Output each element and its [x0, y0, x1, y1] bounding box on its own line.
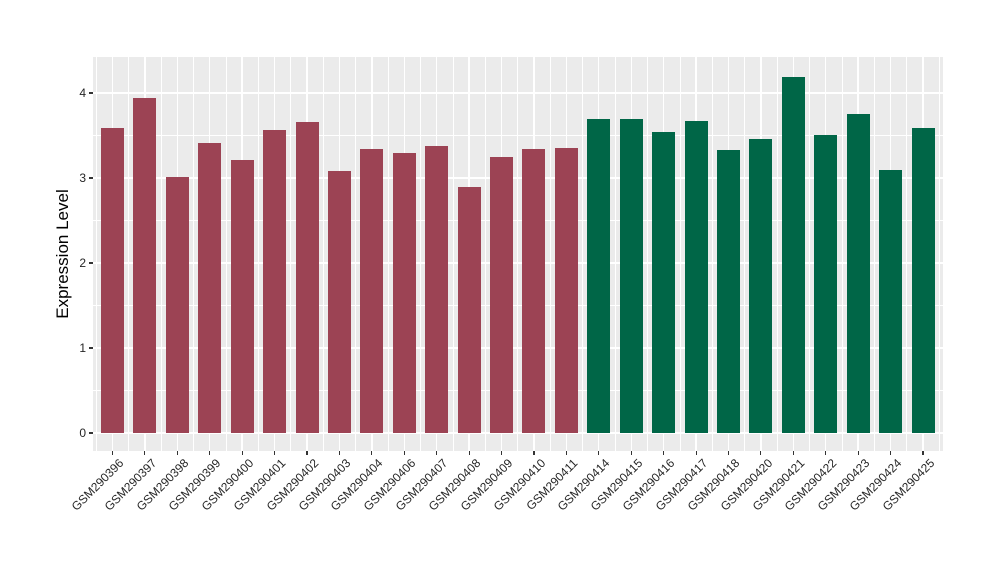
- bar-GSM290398: [165, 177, 189, 433]
- gridline-minor-v: [355, 57, 356, 451]
- bar-GSM290415: [619, 118, 643, 433]
- gridline-minor-v: [809, 57, 810, 451]
- gridline-minor-v: [582, 57, 583, 451]
- gridline-major-h: [93, 92, 943, 94]
- x-tick-mark: [533, 451, 535, 455]
- y-axis-title: Expression Level: [53, 189, 72, 319]
- gridline-minor-v: [322, 57, 324, 451]
- gridline-minor-v: [290, 57, 292, 451]
- bar-GSM290423: [846, 114, 870, 433]
- bar-GSM290417: [684, 121, 708, 433]
- y-tick-mark: [89, 177, 93, 179]
- gridline-minor-v: [906, 57, 908, 451]
- gridline-minor-v: [128, 57, 130, 451]
- y-tick-mark: [89, 262, 93, 264]
- y-tick-label: 4: [79, 86, 86, 100]
- x-tick-mark: [598, 451, 600, 455]
- gridline-minor-v: [193, 57, 194, 451]
- gridline-minor-v: [95, 57, 97, 451]
- bar-GSM290402: [295, 121, 319, 433]
- gridline-minor-v: [452, 57, 454, 451]
- bar-GSM290400: [230, 160, 254, 433]
- bar-GSM290425: [911, 127, 935, 433]
- x-tick-mark: [857, 451, 859, 455]
- y-tick-mark: [89, 432, 93, 434]
- gridline-minor-v: [160, 57, 162, 451]
- y-tick-label: 1: [79, 341, 86, 355]
- x-tick-mark: [403, 451, 405, 455]
- x-tick-mark: [695, 451, 697, 455]
- bar-GSM290396: [101, 127, 124, 433]
- gridline-minor-v: [517, 57, 519, 451]
- x-tick-mark: [176, 451, 178, 455]
- x-tick-mark: [306, 451, 308, 455]
- x-tick-mark: [274, 451, 276, 455]
- bar-GSM290411: [554, 148, 578, 433]
- gridline-minor-v: [258, 57, 259, 451]
- bar-GSM290397: [133, 98, 157, 433]
- bar-GSM290421: [781, 76, 805, 433]
- gridline-minor-v: [420, 57, 421, 451]
- bar-GSM290424: [879, 170, 903, 433]
- gridline-major-h: [93, 262, 943, 264]
- bar-GSM290422: [814, 134, 838, 433]
- bar-GSM290408: [457, 187, 481, 433]
- plot-panel: [93, 57, 943, 451]
- gridline-minor-v: [647, 57, 648, 451]
- x-tick-mark: [825, 451, 827, 455]
- x-tick-mark: [111, 451, 114, 455]
- bar-GSM290420: [749, 138, 773, 433]
- gridline-minor-v: [711, 57, 713, 451]
- x-tick-mark: [922, 451, 924, 455]
- x-tick-mark: [630, 451, 632, 455]
- bar-GSM290409: [490, 156, 514, 433]
- gridline-minor-v: [549, 57, 551, 451]
- x-tick-mark: [500, 451, 503, 455]
- gridline-minor-v: [841, 57, 843, 451]
- bar-GSM290401: [263, 130, 287, 433]
- bar-GSM290407: [425, 145, 449, 433]
- x-tick-mark: [209, 451, 211, 455]
- y-tick-mark: [89, 92, 93, 94]
- bar-GSM290406: [392, 152, 416, 433]
- x-tick-mark: [792, 451, 794, 455]
- gridline-minor-v: [679, 57, 681, 451]
- y-tick-mark: [89, 347, 93, 349]
- gridline-major-h: [93, 347, 943, 349]
- x-tick-mark: [338, 451, 340, 455]
- x-tick-mark: [241, 451, 243, 455]
- gridline-minor-v: [744, 57, 746, 451]
- x-tick-mark: [727, 451, 730, 455]
- y-tick-label: 3: [79, 171, 86, 185]
- bar-GSM290410: [522, 149, 546, 433]
- gridline-major-h: [93, 177, 943, 179]
- x-tick-mark: [371, 451, 373, 455]
- bar-GSM290418: [716, 149, 740, 433]
- gridline-minor-v: [776, 57, 778, 451]
- gridline-minor-v: [484, 57, 486, 451]
- x-tick-mark: [890, 451, 892, 455]
- bar-GSM290404: [360, 149, 384, 433]
- x-tick-mark: [436, 451, 438, 455]
- gridline-minor-v: [225, 57, 227, 451]
- gridline-major-h: [93, 432, 943, 434]
- bar-GSM290403: [327, 171, 351, 433]
- y-tick-label: 2: [79, 256, 86, 270]
- x-tick-mark: [760, 451, 762, 455]
- gridline-minor-v: [614, 57, 616, 451]
- x-tick-mark: [565, 451, 567, 455]
- gridline-minor-v: [874, 57, 875, 451]
- gridline-minor-v: [938, 57, 940, 451]
- x-tick-mark: [144, 451, 146, 455]
- x-tick-mark: [468, 451, 470, 455]
- bar-GSM290414: [587, 118, 611, 433]
- x-tick-mark: [663, 451, 665, 455]
- y-tick-label: 0: [79, 426, 86, 440]
- gridline-minor-v: [387, 57, 389, 451]
- bar-GSM290399: [198, 143, 222, 433]
- bar-GSM290416: [652, 132, 676, 433]
